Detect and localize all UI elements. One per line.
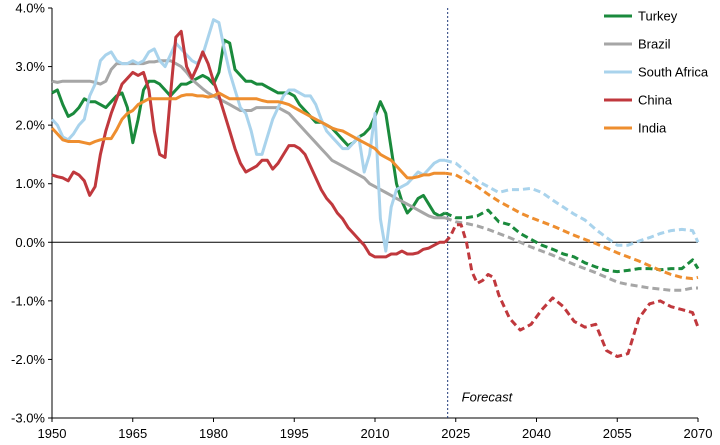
y-tick-label: -1.0% — [11, 293, 45, 308]
y-tick-label: 4.0% — [15, 1, 45, 16]
china-line — [51, 29, 445, 259]
x-axis: 1950 1965 1980 1995 2010 2025 2040 2055 2070 — [38, 241, 713, 441]
legend-label-china: China — [638, 93, 673, 108]
x-tick-label: 1950 — [38, 426, 67, 441]
china-forecast-line — [443, 223, 700, 358]
india-forecast-line — [444, 171, 699, 281]
y-axis: 4.0% 3.0% 2.0% 1.0% 0.0% -1.0% -2.0% -3.0% — [11, 1, 53, 426]
y-tick-label: 3.0% — [15, 59, 45, 74]
x-tick-label: 2040 — [522, 426, 551, 441]
x-tick-label: 1995 — [280, 426, 309, 441]
series-lines — [50, 18, 700, 358]
x-tick-label: 2055 — [603, 426, 632, 441]
south-africa-line — [50, 18, 445, 253]
x-tick-label: 1965 — [118, 426, 147, 441]
india-line — [50, 91, 445, 180]
y-tick-label: -2.0% — [11, 352, 45, 367]
legend-label-south-africa: South Africa — [638, 65, 709, 80]
brazil-forecast-line — [444, 216, 698, 292]
legend-label-turkey: Turkey — [638, 9, 678, 24]
legend-label-brazil: Brazil — [638, 37, 671, 52]
legend-label-india: India — [638, 121, 667, 136]
y-tick-label: 2.0% — [15, 118, 45, 133]
forecast-label: Forecast — [462, 390, 514, 405]
y-tick-label: 0.0% — [15, 235, 45, 250]
x-tick-label: 2025 — [441, 426, 470, 441]
legend: Turkey Brazil South Africa China India — [604, 9, 709, 136]
y-tick-label: -3.0% — [11, 411, 45, 426]
x-tick-label: 2010 — [361, 426, 390, 441]
x-tick-label: 2070 — [684, 426, 713, 441]
y-tick-label: 1.0% — [15, 176, 45, 191]
turkey-line — [51, 38, 446, 218]
south-africa-forecast-line — [444, 158, 700, 247]
x-tick-label: 1980 — [199, 426, 228, 441]
